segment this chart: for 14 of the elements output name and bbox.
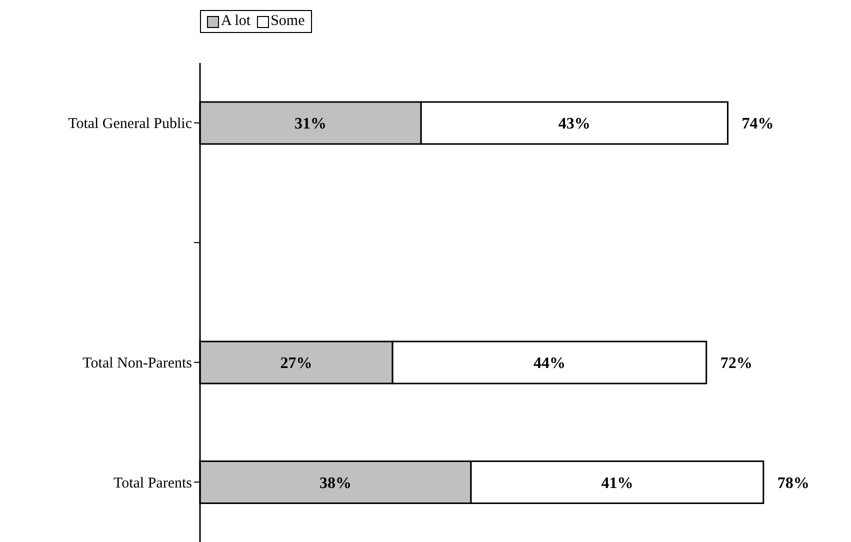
data-label: 44% xyxy=(533,355,566,372)
y-tick-label: Total Parents xyxy=(113,475,192,492)
total-label: 78% xyxy=(777,474,810,492)
legend-label: A lot xyxy=(220,13,251,30)
data-label: 38% xyxy=(320,474,352,492)
y-tick-label: Total Non-Parents xyxy=(82,356,192,372)
y-tick-label: Total General Public xyxy=(68,116,192,132)
total-label: 74% xyxy=(742,116,774,133)
data-label: 43% xyxy=(558,116,590,133)
total-label: 72% xyxy=(720,355,752,372)
legend-label: Some xyxy=(270,13,305,30)
data-label: 31% xyxy=(294,116,327,133)
data-label: 41% xyxy=(601,474,634,492)
data-label: 27% xyxy=(280,355,312,372)
